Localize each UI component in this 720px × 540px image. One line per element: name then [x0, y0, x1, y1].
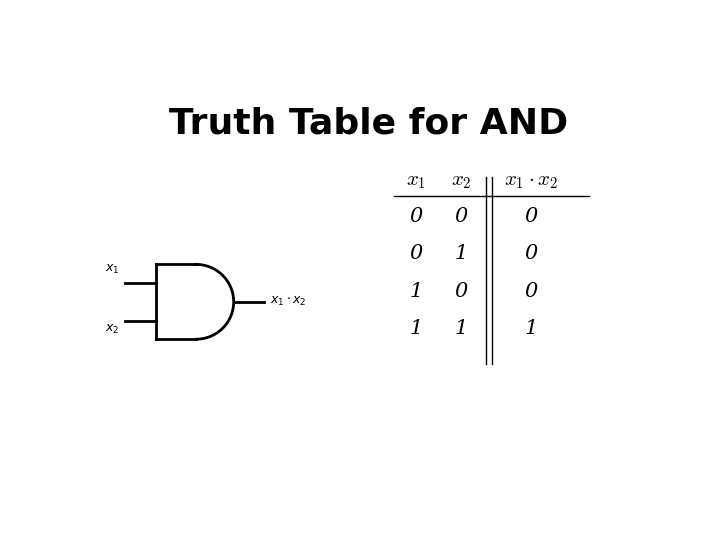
Text: 1: 1	[410, 282, 423, 301]
Text: 1: 1	[524, 319, 537, 339]
Text: 1: 1	[410, 319, 423, 339]
Text: $x_1$: $x_1$	[407, 172, 426, 191]
Text: 0: 0	[410, 245, 423, 264]
Text: 0: 0	[454, 207, 468, 226]
Text: 0: 0	[524, 245, 537, 264]
Text: 0: 0	[524, 207, 537, 226]
Text: 0: 0	[524, 282, 537, 301]
Text: 1: 1	[454, 245, 468, 264]
Text: $x_2$: $x_2$	[105, 322, 120, 336]
Text: 0: 0	[410, 207, 423, 226]
Text: 0: 0	[454, 282, 468, 301]
Text: $x_1$: $x_1$	[105, 262, 120, 275]
Text: 1: 1	[454, 319, 468, 339]
Text: $x_1 \cdot x_2$: $x_1 \cdot x_2$	[270, 295, 307, 308]
Text: $x_2$: $x_2$	[451, 172, 472, 191]
Text: Truth Table for AND: Truth Table for AND	[169, 106, 569, 140]
Text: $x_1 \cdot x_2$: $x_1 \cdot x_2$	[504, 172, 558, 191]
